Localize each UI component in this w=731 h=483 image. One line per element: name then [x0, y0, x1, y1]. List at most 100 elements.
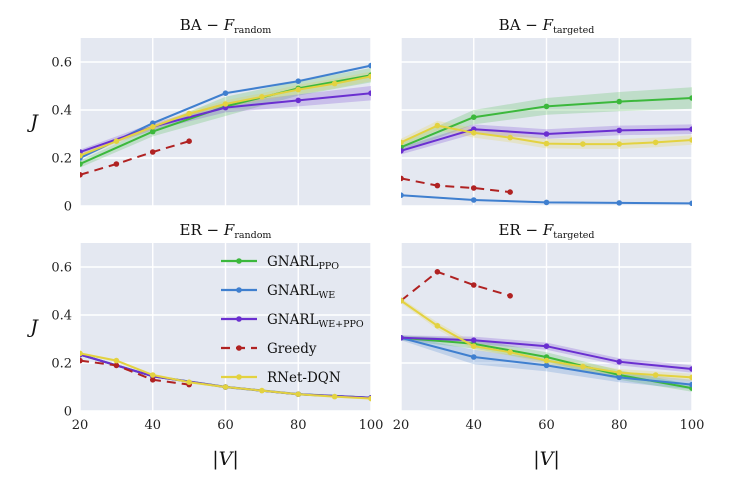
data-point-rnet — [543, 357, 550, 364]
data-point-we — [543, 199, 550, 206]
x-tick-label: 20 — [72, 418, 89, 433]
legend-label-base: GNARL — [267, 283, 319, 299]
panel-title-f: F — [223, 221, 235, 239]
data-point-greedy — [470, 185, 477, 191]
legend-label-sub: WE+PPO — [318, 319, 363, 330]
data-point-we — [401, 192, 404, 198]
y-axis-label: J — [26, 111, 39, 133]
data-point-weppo — [616, 359, 623, 365]
data-point-rnet — [186, 110, 192, 117]
data-point-rnet — [652, 139, 659, 146]
legend-marker-rnet — [236, 374, 242, 380]
legend-label-ppo: GNARLPPO — [267, 254, 339, 272]
legend-label-rnet: RNet-DQN — [267, 370, 341, 386]
data-point-greedy — [434, 269, 441, 275]
panel-ba-targeted: BA − Ftargeted — [400, 16, 693, 207]
panel-title-f: F — [223, 16, 235, 34]
panel-er-targeted: ER − Ftargeted 20 40 60 80 100 |V| — [393, 221, 705, 470]
x-tick-label: 60 — [538, 418, 555, 433]
legend-label-base: GNARL — [267, 312, 319, 328]
data-point-greedy — [80, 172, 83, 178]
data-point-weppo — [543, 343, 550, 350]
legend-label-base: Greedy — [267, 341, 317, 357]
y-tick-label: 0.2 — [51, 152, 72, 167]
panel-ba-random: BA − Frandom 0 0.2 0.4 0.6 J — [26, 16, 372, 215]
panel-title: BA − Frandom — [180, 16, 272, 36]
y-tick-label: 0.6 — [51, 261, 72, 276]
data-point-we — [543, 362, 550, 369]
data-point-we — [616, 374, 623, 381]
data-point-we — [368, 62, 371, 69]
legend-marker-we — [236, 287, 242, 293]
y-tick-label: 0.6 — [51, 56, 72, 71]
data-point-rnet — [149, 124, 156, 130]
panel-title-main: ER − — [180, 221, 224, 239]
panel-title-sub: targeted — [553, 230, 594, 241]
panel-title-sub: random — [234, 230, 271, 241]
x-tick-label: 40 — [465, 418, 482, 433]
y-tick-label: 0.4 — [51, 104, 72, 119]
data-point-greedy — [507, 293, 513, 299]
data-point-ppo — [543, 103, 550, 110]
x-axis-label: |V| — [533, 448, 560, 470]
data-point-rnet — [149, 372, 156, 378]
panel-title-f: F — [542, 16, 554, 34]
confidence-band-rnet — [80, 71, 371, 158]
data-point-rnet — [295, 391, 302, 398]
data-point-greedy — [149, 377, 156, 383]
data-point-weppo — [295, 97, 302, 104]
data-point-greedy — [401, 175, 404, 182]
legend-label-sub: PPO — [318, 261, 339, 272]
data-point-rnet — [580, 141, 586, 147]
legend-marker-greedy — [236, 345, 242, 351]
data-point-rnet — [470, 343, 477, 350]
data-point-rnet — [434, 323, 441, 329]
series-line-greedy — [401, 177, 511, 194]
data-point-rnet — [616, 369, 623, 376]
data-point-greedy — [80, 357, 83, 364]
data-point-we — [689, 200, 692, 206]
data-point-rnet — [295, 86, 302, 93]
data-point-rnet — [401, 139, 404, 146]
legend-marker-ppo — [236, 258, 242, 264]
data-point-rnet — [222, 101, 229, 107]
data-point-ppo — [616, 98, 623, 105]
panel-title-main: ER − — [498, 221, 542, 239]
panel-title-f: F — [542, 221, 554, 239]
data-point-weppo — [368, 90, 371, 96]
data-point-rnet — [616, 141, 623, 147]
x-tick-label: 60 — [217, 418, 234, 433]
series-group — [80, 62, 371, 178]
panel-title-sub: random — [234, 25, 271, 36]
data-point-rnet — [259, 387, 265, 394]
data-point-we — [295, 78, 302, 84]
data-point-greedy — [470, 282, 477, 288]
legend-label-sub: WE — [318, 290, 335, 301]
data-point-rnet — [507, 134, 513, 141]
data-point-greedy — [434, 182, 441, 189]
legend-label-we: GNARLWE — [267, 283, 335, 301]
data-point-rnet — [80, 350, 83, 357]
data-point-rnet — [259, 94, 265, 100]
legend-label-base: GNARL — [267, 254, 319, 270]
series-group — [401, 269, 692, 392]
data-point-ppo — [470, 114, 477, 120]
data-point-weppo — [543, 131, 550, 137]
x-tick-label: 100 — [359, 418, 384, 433]
data-point-rnet — [652, 372, 659, 378]
legend-label-base: RNet-DQN — [267, 370, 341, 386]
data-point-we — [689, 381, 692, 388]
y-tick-label: 0.2 — [51, 357, 72, 372]
data-point-ppo — [149, 128, 156, 135]
data-point-weppo — [689, 126, 692, 132]
data-point-greedy — [113, 362, 120, 369]
data-point-rnet — [689, 374, 692, 381]
data-point-rnet — [434, 122, 441, 129]
data-point-rnet — [401, 297, 404, 304]
panel-er-random: ER − Frandom 0 0.2 0.4 0.6 J 20 40 60 80 100 |V| — [26, 221, 383, 470]
data-point-rnet — [368, 395, 371, 402]
y-tick-label: 0 — [64, 405, 72, 420]
x-tick-label: 100 — [680, 418, 705, 433]
